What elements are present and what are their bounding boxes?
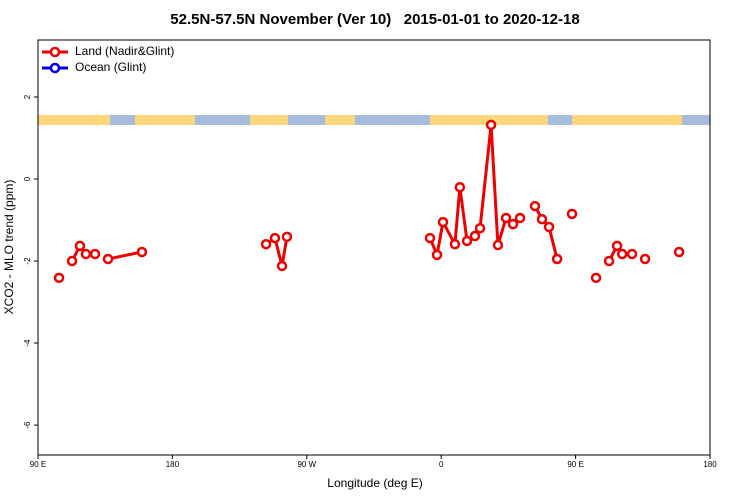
- series-line: [533, 205, 559, 260]
- series-line: [107, 250, 143, 261]
- data-point: [514, 212, 526, 224]
- data-point: [543, 221, 555, 233]
- y-tick-label: -4: [23, 339, 32, 347]
- data-point: [437, 216, 449, 228]
- data-point: [449, 238, 461, 250]
- data-point: [474, 222, 486, 234]
- legend-label: Ocean (Glint): [75, 60, 146, 74]
- data-point: [536, 213, 548, 225]
- data-point: [673, 246, 685, 258]
- legend-label: Land (Nadir&Glint): [75, 44, 174, 58]
- series-line: [265, 235, 289, 267]
- data-point: [469, 230, 481, 242]
- data-point: [102, 253, 114, 265]
- data-point: [492, 239, 504, 251]
- data-point: [89, 248, 101, 260]
- data-point: [66, 255, 78, 267]
- data-point: [566, 208, 578, 220]
- y-tick-label: -6: [23, 421, 32, 429]
- data-point: [626, 248, 638, 260]
- x-tick-label: 180: [166, 460, 180, 469]
- data-point: [500, 212, 512, 224]
- data-point: [80, 248, 92, 260]
- data-point: [136, 246, 148, 258]
- map-strip: [38, 115, 710, 125]
- y-tick-label: 0: [23, 176, 32, 181]
- data-point: [611, 240, 623, 252]
- legend-marker: [49, 62, 61, 74]
- data-point: [507, 218, 519, 230]
- x-tick-label: 90 W: [297, 460, 316, 469]
- x-tick-label: 180: [703, 460, 717, 469]
- data-point: [639, 253, 651, 265]
- data-point: [424, 232, 436, 244]
- x-axis-label: Longitude (deg E): [327, 476, 422, 490]
- data-point: [485, 119, 497, 131]
- legend: Land (Nadir&Glint) Ocean (Glint): [42, 44, 174, 74]
- data-point: [276, 260, 288, 272]
- data-point: [281, 231, 293, 243]
- data-point: [551, 253, 563, 265]
- data-point: [529, 200, 541, 212]
- plot-frame: [37, 39, 711, 456]
- data-point: [53, 272, 65, 284]
- data-point: [461, 235, 473, 247]
- data-point: [74, 240, 86, 252]
- data-point: [431, 249, 443, 261]
- data-point: [260, 238, 272, 250]
- data-point: [616, 248, 628, 260]
- y-tick-label: -2: [23, 257, 32, 265]
- legend-marker: [49, 46, 61, 58]
- x-tick-label: 90 E: [30, 460, 46, 469]
- x-tick-label: 0: [439, 460, 444, 469]
- data-point: [269, 232, 281, 244]
- chart-title: 52.5N-57.5N November (Ver 10) 2015-01-01…: [170, 11, 579, 28]
- y-axis-label: XCO2 - MLO trend (ppm): [2, 180, 16, 315]
- y-tick-label: 2: [23, 94, 32, 99]
- x-tick-label: 90 E: [567, 460, 583, 469]
- data-point: [603, 255, 615, 267]
- data-point: [590, 272, 602, 284]
- data-point: [454, 181, 466, 193]
